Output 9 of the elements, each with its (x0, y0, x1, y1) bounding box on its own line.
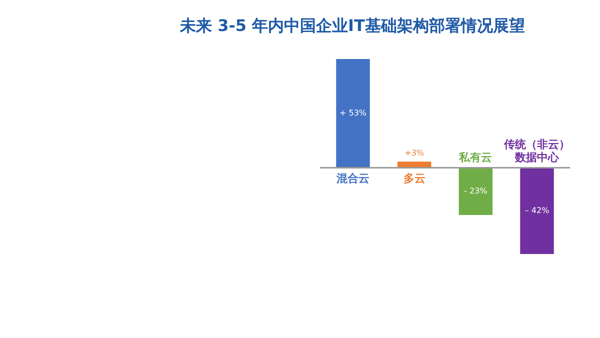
data-label: + 53% (339, 108, 367, 118)
x-tick-label: 私有云 (458, 150, 492, 164)
data-label: - 23% (464, 186, 488, 196)
x-tick-label: 混合云 (336, 172, 370, 185)
chart-title: 未来 3-5 年内中国企业IT基础架构部署情况展望 (179, 16, 525, 35)
x-tick-label: 传统（非云）数据中心 (503, 138, 570, 164)
data-label: +3% (404, 148, 424, 158)
data-label: – 42% (524, 206, 550, 215)
x-tick-label: 多云 (403, 172, 426, 185)
